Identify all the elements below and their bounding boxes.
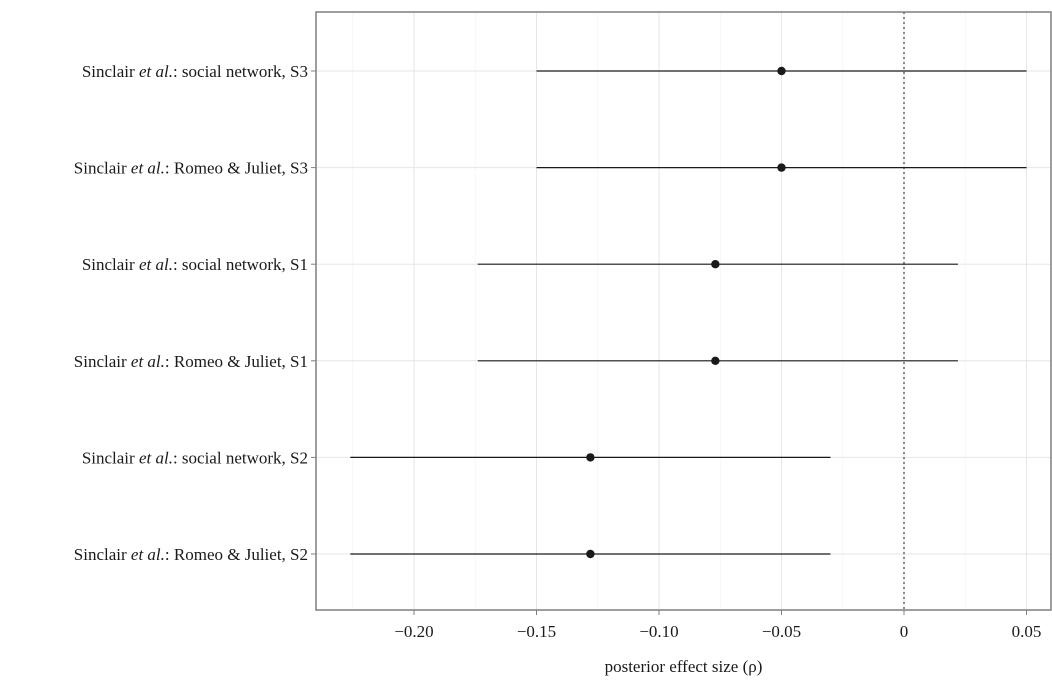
row-label-suffix: : social network, S1	[173, 255, 308, 274]
row-label-suffix: : Romeo & Juliet, S1	[165, 352, 308, 371]
x-tick-label: −0.20	[394, 622, 433, 641]
x-tick-label: 0.05	[1012, 622, 1042, 641]
estimate-point	[586, 549, 595, 559]
row-label: Sinclair et al.: Romeo & Juliet, S1	[74, 352, 308, 371]
row-label-prefix: Sinclair	[74, 352, 131, 371]
row-label-italic: et al.	[131, 159, 165, 178]
plot-panel-border	[315, 11, 1052, 611]
row-label: Sinclair et al.: Romeo & Juliet, S2	[74, 545, 308, 564]
row-label-prefix: Sinclair	[74, 545, 131, 564]
row-labels: Sinclair et al.: social network, S3Sincl…	[74, 62, 316, 564]
estimate-point	[711, 356, 720, 365]
x-tick-label: −0.15	[517, 622, 556, 641]
row-label-italic: et al.	[139, 62, 173, 81]
point-estimates	[586, 66, 786, 559]
row-label-italic: et al.	[131, 352, 165, 371]
row-label-suffix: : Romeo & Juliet, S3	[165, 159, 308, 178]
x-axis-title: posterior effect size (ρ)	[605, 657, 763, 676]
row-label-prefix: Sinclair	[74, 159, 131, 178]
row-label-italic: et al.	[139, 255, 173, 274]
row-label-italic: et al.	[131, 545, 165, 564]
row-label: Sinclair et al.: social network, S1	[82, 255, 308, 274]
estimate-point	[586, 453, 595, 462]
row-label: Sinclair et al.: Romeo & Juliet, S3	[74, 159, 308, 178]
x-tick-label: −0.05	[762, 622, 801, 641]
grid-lines	[316, 12, 1051, 610]
row-label-suffix: : social network, S3	[173, 62, 308, 81]
estimate-point	[711, 260, 720, 269]
x-axis-ticks: −0.20 −0.15 −0.10 −0.05 0 0.05	[394, 610, 1041, 641]
row-label: Sinclair et al.: social network, S2	[82, 448, 308, 467]
row-label-prefix: Sinclair	[82, 448, 139, 467]
interval-lines	[350, 70, 1027, 555]
row-label-prefix: Sinclair	[82, 62, 139, 81]
x-tick-label: 0	[900, 622, 909, 641]
row-label-suffix: : social network, S2	[173, 448, 308, 467]
row-label: Sinclair et al.: social network, S3	[82, 62, 308, 81]
x-tick-label: −0.10	[639, 622, 678, 641]
estimate-point	[777, 163, 786, 172]
estimate-point	[777, 66, 786, 76]
row-label-suffix: : Romeo & Juliet, S2	[165, 545, 308, 564]
row-label-prefix: Sinclair	[82, 255, 139, 274]
row-label-italic: et al.	[139, 448, 173, 467]
